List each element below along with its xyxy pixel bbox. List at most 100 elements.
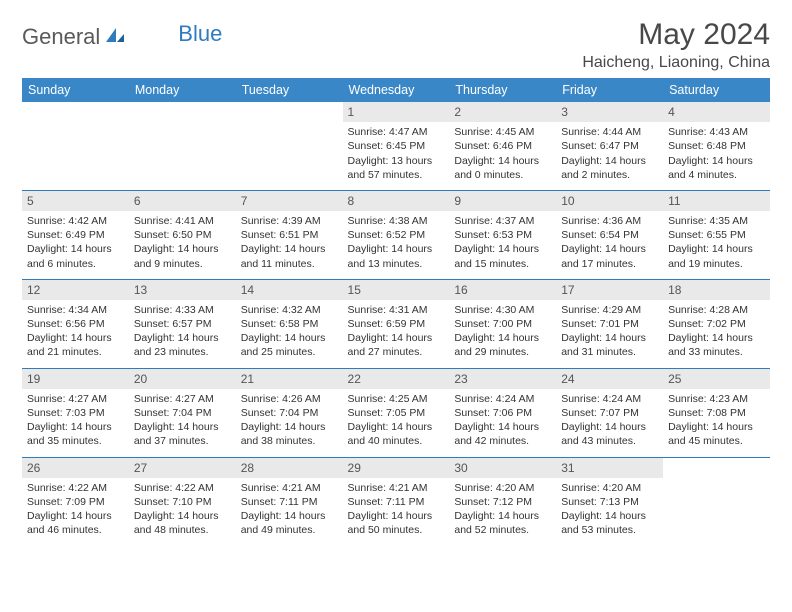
- calendar-day-cell: 29Sunrise: 4:21 AMSunset: 7:11 PMDayligh…: [343, 457, 450, 545]
- daylight-text: Daylight: 13 hours and 57 minutes.: [348, 154, 445, 182]
- day-number: 21: [236, 369, 343, 389]
- day-number: 9: [449, 191, 556, 211]
- daylight-text: Daylight: 14 hours and 46 minutes.: [27, 509, 124, 537]
- daylight-text: Daylight: 14 hours and 19 minutes.: [668, 242, 765, 270]
- day-number: 10: [556, 191, 663, 211]
- daylight-text: Daylight: 14 hours and 27 minutes.: [348, 331, 445, 359]
- calendar-header: SundayMondayTuesdayWednesdayThursdayFrid…: [22, 78, 770, 102]
- sunrise-text: Sunrise: 4:23 AM: [668, 392, 765, 406]
- sunset-text: Sunset: 7:02 PM: [668, 317, 765, 331]
- sunrise-text: Sunrise: 4:41 AM: [134, 214, 231, 228]
- title-block: May 2024 Haicheng, Liaoning, China: [582, 18, 770, 72]
- calendar-day-cell: 16Sunrise: 4:30 AMSunset: 7:00 PMDayligh…: [449, 279, 556, 368]
- sunset-text: Sunset: 7:11 PM: [241, 495, 338, 509]
- sunrise-text: Sunrise: 4:20 AM: [454, 481, 551, 495]
- daylight-text: Daylight: 14 hours and 6 minutes.: [27, 242, 124, 270]
- sunset-text: Sunset: 7:06 PM: [454, 406, 551, 420]
- sunrise-text: Sunrise: 4:21 AM: [241, 481, 338, 495]
- calendar-table: SundayMondayTuesdayWednesdayThursdayFrid…: [22, 78, 770, 545]
- calendar-day-cell: 6Sunrise: 4:41 AMSunset: 6:50 PMDaylight…: [129, 190, 236, 279]
- day-number: 25: [663, 369, 770, 389]
- calendar-day-cell: 13Sunrise: 4:33 AMSunset: 6:57 PMDayligh…: [129, 279, 236, 368]
- day-number: 6: [129, 191, 236, 211]
- sunrise-text: Sunrise: 4:44 AM: [561, 125, 658, 139]
- day-number: 30: [449, 458, 556, 478]
- day-number: 1: [343, 102, 450, 122]
- day-number: 23: [449, 369, 556, 389]
- brand-logo: General Blue: [22, 18, 222, 50]
- calendar-day-cell: 30 Sunrise: 4:20 AMSunset: 7:12 PMDayligh…: [449, 457, 556, 545]
- calendar-week-row: 19Sunrise: 4:27 AMSunset: 7:03 PMDayligh…: [22, 368, 770, 457]
- sunrise-text: Sunrise: 4:29 AM: [561, 303, 658, 317]
- daylight-text: Daylight: 14 hours and 49 minutes.: [241, 509, 338, 537]
- sunset-text: Sunset: 6:48 PM: [668, 139, 765, 153]
- daylight-text: Daylight: 14 hours and 38 minutes.: [241, 420, 338, 448]
- daylight-text: Daylight: 14 hours and 53 minutes.: [561, 509, 658, 537]
- day-number: 8: [343, 191, 450, 211]
- daylight-text: Daylight: 14 hours and 45 minutes.: [668, 420, 765, 448]
- daylight-text: Daylight: 14 hours and 42 minutes.: [454, 420, 551, 448]
- day-number: 14: [236, 280, 343, 300]
- sunrise-text: Sunrise: 4:33 AM: [134, 303, 231, 317]
- calendar-day-cell: 5Sunrise: 4:42 AMSunset: 6:49 PMDaylight…: [22, 190, 129, 279]
- day-number: 5: [22, 191, 129, 211]
- day-header: Friday: [556, 78, 663, 102]
- daylight-text: Daylight: 14 hours and 4 minutes.: [668, 154, 765, 182]
- day-header: Thursday: [449, 78, 556, 102]
- calendar-day-cell: 22Sunrise: 4:25 AMSunset: 7:05 PMDayligh…: [343, 368, 450, 457]
- sunrise-text: Sunrise: 4:21 AM: [348, 481, 445, 495]
- day-number: 24: [556, 369, 663, 389]
- calendar-day-cell: 26Sunrise: 4:22 AMSunset: 7:09 PMDayligh…: [22, 457, 129, 545]
- day-number: 2: [449, 102, 556, 122]
- daylight-text: Daylight: 14 hours and 43 minutes.: [561, 420, 658, 448]
- sunset-text: Sunset: 6:51 PM: [241, 228, 338, 242]
- daylight-text: Daylight: 14 hours and 33 minutes.: [668, 331, 765, 359]
- calendar-week-row: 26Sunrise: 4:22 AMSunset: 7:09 PMDayligh…: [22, 457, 770, 545]
- calendar-day-cell: 17Sunrise: 4:29 AMSunset: 7:01 PMDayligh…: [556, 279, 663, 368]
- day-number: 27: [129, 458, 236, 478]
- day-header: Wednesday: [343, 78, 450, 102]
- daylight-text: Daylight: 14 hours and 11 minutes.: [241, 242, 338, 270]
- sunset-text: Sunset: 7:04 PM: [134, 406, 231, 420]
- calendar-day-cell: 9Sunrise: 4:37 AMSunset: 6:53 PMDaylight…: [449, 190, 556, 279]
- calendar-day-cell: [22, 102, 129, 190]
- daylight-text: Daylight: 14 hours and 25 minutes.: [241, 331, 338, 359]
- day-header: Saturday: [663, 78, 770, 102]
- sunset-text: Sunset: 7:03 PM: [27, 406, 124, 420]
- sunset-text: Sunset: 7:13 PM: [561, 495, 658, 509]
- month-title: May 2024: [582, 18, 770, 52]
- sunset-text: Sunset: 6:58 PM: [241, 317, 338, 331]
- sunset-text: Sunset: 7:08 PM: [668, 406, 765, 420]
- day-header: Tuesday: [236, 78, 343, 102]
- calendar-day-cell: 3Sunrise: 4:44 AMSunset: 6:47 PMDaylight…: [556, 102, 663, 190]
- day-number: 18: [663, 280, 770, 300]
- daylight-text: Daylight: 14 hours and 21 minutes.: [27, 331, 124, 359]
- sunset-text: Sunset: 6:45 PM: [348, 139, 445, 153]
- sunset-text: Sunset: 7:09 PM: [27, 495, 124, 509]
- day-number: 12: [22, 280, 129, 300]
- sunrise-text: Sunrise: 4:20 AM: [561, 481, 658, 495]
- daylight-text: Daylight: 14 hours and 40 minutes.: [348, 420, 445, 448]
- sunrise-text: Sunrise: 4:31 AM: [348, 303, 445, 317]
- sunrise-text: Sunrise: 4:32 AM: [241, 303, 338, 317]
- sunrise-text: Sunrise: 4:34 AM: [27, 303, 124, 317]
- sunset-text: Sunset: 6:47 PM: [561, 139, 658, 153]
- daylight-text: Daylight: 14 hours and 2 minutes.: [561, 154, 658, 182]
- calendar-day-cell: 1 Sunrise: 4:47 AMSunset: 6:45 PMDaylight…: [343, 102, 450, 190]
- sunset-text: Sunset: 7:07 PM: [561, 406, 658, 420]
- sunrise-text: Sunrise: 4:24 AM: [561, 392, 658, 406]
- sunrise-text: Sunrise: 4:22 AM: [134, 481, 231, 495]
- daylight-text: Daylight: 14 hours and 35 minutes.: [27, 420, 124, 448]
- location-text: Haicheng, Liaoning, China: [582, 54, 770, 72]
- sunset-text: Sunset: 6:52 PM: [348, 228, 445, 242]
- sunset-text: Sunset: 7:12 PM: [454, 495, 551, 509]
- calendar-day-cell: 18Sunrise: 4:28 AMSunset: 7:02 PMDayligh…: [663, 279, 770, 368]
- calendar-day-cell: 11Sunrise: 4:35 AMSunset: 6:55 PMDayligh…: [663, 190, 770, 279]
- sail-icon: [104, 26, 126, 49]
- sunrise-text: Sunrise: 4:47 AM: [348, 125, 445, 139]
- daylight-text: Daylight: 14 hours and 52 minutes.: [454, 509, 551, 537]
- header-row: General Blue May 2024 Haicheng, Liaoning…: [22, 18, 770, 72]
- daylight-text: Daylight: 14 hours and 0 minutes.: [454, 154, 551, 182]
- day-number: 19: [22, 369, 129, 389]
- calendar-day-cell: 27Sunrise: 4:22 AMSunset: 7:10 PMDayligh…: [129, 457, 236, 545]
